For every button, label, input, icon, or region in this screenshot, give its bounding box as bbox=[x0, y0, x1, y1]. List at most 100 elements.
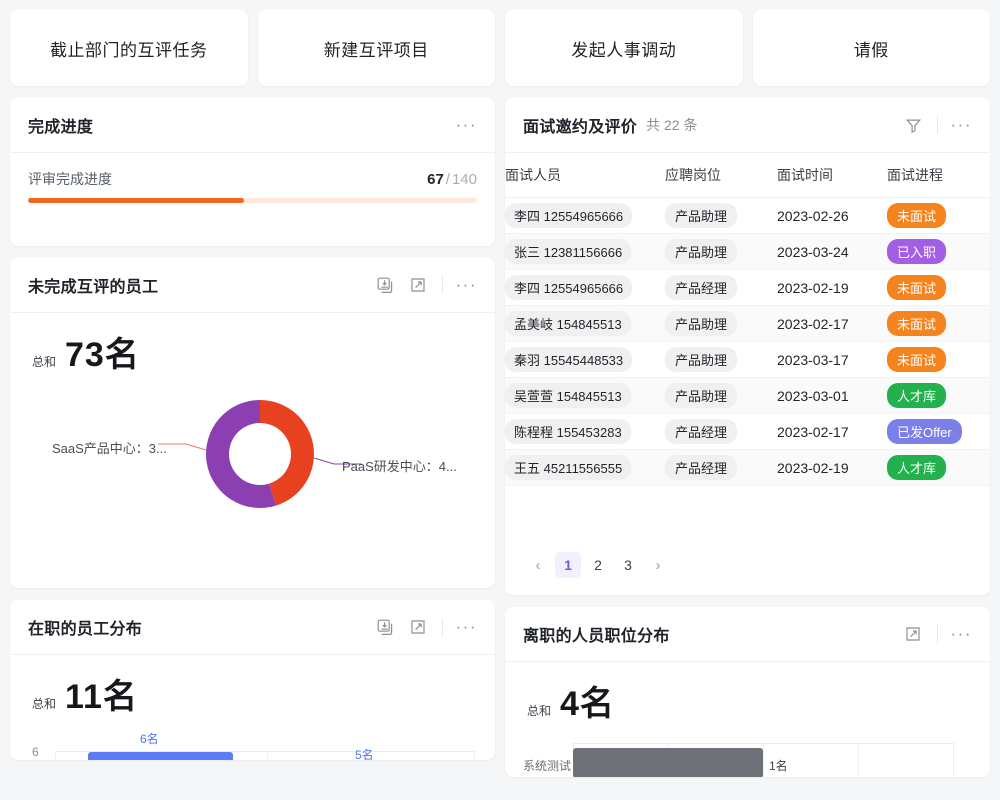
external-link-icon[interactable] bbox=[409, 617, 429, 637]
cell-date: 2023-02-19 bbox=[777, 279, 849, 296]
quick-action-request-leave[interactable]: 请假 bbox=[752, 10, 990, 86]
total-value: 11名 bbox=[65, 678, 138, 716]
cell-status: 未面试 bbox=[887, 270, 990, 306]
table-row[interactable]: 吴萱萱 154845513 产品助理 2023-03-01 人才库 bbox=[505, 377, 990, 414]
more-dots-icon[interactable]: ··· bbox=[455, 115, 477, 134]
bar-segment bbox=[573, 748, 763, 777]
pie-label-paas: PaaS研发中心：4... bbox=[342, 459, 457, 474]
cell-status: 未面试 bbox=[887, 198, 990, 234]
chevron-right-icon[interactable]: › bbox=[655, 556, 661, 574]
column-header-date[interactable]: 面试时间 bbox=[777, 153, 887, 198]
pie-slice[interactable] bbox=[260, 400, 314, 506]
table-row[interactable]: 王五 45211556555 产品经理 2023-02-19 人才库 bbox=[505, 449, 990, 486]
cell-date: 2023-02-17 bbox=[777, 423, 849, 440]
quick-action-close-review-task[interactable]: 截止部门的互评任务 bbox=[10, 10, 248, 86]
cell-person: 王五 45211556555 bbox=[505, 450, 665, 486]
external-link-icon[interactable] bbox=[904, 624, 924, 644]
cell-status: 已入职 bbox=[887, 234, 990, 270]
interview-invitation-card: 面试邀约及评价 共 22 条 ··· bbox=[505, 98, 990, 595]
card-title: 在职的员工分布 bbox=[28, 621, 143, 638]
job-chip: 产品助理 bbox=[665, 239, 738, 264]
total-value: 73名 bbox=[65, 336, 140, 374]
external-link-icon[interactable] bbox=[409, 275, 429, 295]
right-column: 面试邀约及评价 共 22 条 ··· bbox=[505, 98, 990, 777]
progress-bar-fill bbox=[28, 198, 244, 203]
cell-job: 产品经理 bbox=[665, 450, 777, 486]
horizontal-bar-chart: 系统测试 1名 bbox=[505, 725, 990, 777]
cell-person: 陈程程 155453283 bbox=[505, 414, 665, 450]
job-chip: 产品助理 bbox=[665, 347, 738, 372]
quick-action-label: 请假 bbox=[853, 40, 889, 60]
more-dots-icon[interactable]: ··· bbox=[950, 115, 972, 134]
pie-slice[interactable] bbox=[206, 400, 277, 508]
bar-segment bbox=[88, 752, 233, 760]
filter-icon[interactable] bbox=[904, 115, 924, 135]
more-dots-icon[interactable]: ··· bbox=[455, 617, 477, 636]
page-title: 完成进度 bbox=[28, 119, 94, 136]
header-divider bbox=[936, 116, 938, 134]
person-chip: 李四 12554965666 bbox=[505, 203, 633, 228]
quick-action-label: 新建互评项目 bbox=[323, 40, 429, 60]
header-actions: ··· bbox=[904, 624, 972, 644]
quick-action-start-personnel-transfer[interactable]: 发起人事调动 bbox=[505, 10, 743, 86]
quick-action-new-review-project[interactable]: 新建互评项目 bbox=[257, 10, 495, 86]
quick-action-label: 截止部门的互评任务 bbox=[50, 40, 208, 60]
cell-person: 张三 12381156666 bbox=[505, 234, 665, 270]
donut-chart-svg bbox=[158, 400, 362, 508]
cell-date: 2023-03-17 bbox=[777, 351, 849, 368]
header-actions: ··· bbox=[376, 617, 477, 637]
person-chip: 陈程程 155453283 bbox=[505, 419, 631, 444]
table-row[interactable]: 李四 12554965666 产品经理 2023-02-19 未面试 bbox=[505, 270, 990, 306]
header-divider bbox=[441, 618, 443, 636]
more-dots-icon[interactable]: ··· bbox=[950, 624, 972, 643]
chevron-left-icon[interactable]: ‹ bbox=[535, 556, 541, 574]
cell-status: 人才库 bbox=[887, 378, 990, 414]
job-chip: 产品经理 bbox=[665, 419, 738, 444]
cell-status: 未面试 bbox=[887, 342, 990, 378]
cell-job: 产品助理 bbox=[665, 234, 777, 270]
job-chip: 产品经理 bbox=[665, 275, 738, 300]
table-row[interactable]: 李四 12554965666 产品助理 2023-02-26 未面试 bbox=[505, 198, 990, 234]
progress-current: 67 bbox=[427, 171, 444, 188]
page-button-2[interactable]: 2 bbox=[594, 557, 602, 573]
chart-gridline bbox=[267, 751, 268, 760]
cell-person: 李四 12554965666 bbox=[505, 198, 665, 234]
header-actions: ··· bbox=[455, 115, 477, 134]
more-dots-icon[interactable]: ··· bbox=[455, 275, 477, 294]
cell-date: 2023-02-26 bbox=[777, 207, 849, 224]
save-icon[interactable] bbox=[376, 617, 396, 637]
category-label: 系统测试 bbox=[523, 759, 572, 773]
cell-date: 2023-02-19 bbox=[777, 459, 849, 476]
progress-total: 140 bbox=[451, 171, 477, 188]
table-row[interactable]: 孟美岐 154845513 产品助理 2023-02-17 未面试 bbox=[505, 305, 990, 342]
page-button-1[interactable]: 1 bbox=[555, 552, 581, 578]
quick-actions-bar: 截止部门的互评任务 新建互评项目 发起人事调动 请假 bbox=[8, 10, 992, 86]
table-row[interactable]: 秦羽 15545448533 产品助理 2023-03-17 未面试 bbox=[505, 342, 990, 378]
cell-person: 孟美岐 154845513 bbox=[505, 306, 665, 342]
page-button-3[interactable]: 3 bbox=[624, 557, 632, 573]
table-row[interactable]: 张三 12381156666 产品助理 2023-03-24 已入职 bbox=[505, 233, 990, 270]
status-badge: 已入职 bbox=[887, 239, 947, 264]
cell-status: 已发Offer bbox=[887, 414, 990, 450]
column-header-status[interactable]: 面试进程 bbox=[887, 153, 990, 198]
card-header: 在职的员工分布 bbox=[10, 600, 495, 655]
job-chip: 产品助理 bbox=[665, 311, 738, 336]
table-header: 面试人员 应聘岗位 面试时间 面试进程 bbox=[505, 153, 990, 198]
column-header-job[interactable]: 应聘岗位 bbox=[665, 153, 777, 198]
status-badge: 人才库 bbox=[887, 383, 947, 408]
table-row[interactable]: 陈程程 155453283 产品经理 2023-02-17 已发Offer bbox=[505, 414, 990, 450]
status-badge: 未面试 bbox=[887, 347, 947, 372]
person-chip: 王五 45211556555 bbox=[505, 455, 632, 480]
bar-value-label: 6名 bbox=[140, 732, 159, 746]
chart-gridline bbox=[763, 743, 764, 777]
interview-table: 面试人员 应聘岗位 面试时间 面试进程 李四 12554965666 产品助理 20… bbox=[505, 153, 990, 486]
y-axis-tick: 6 bbox=[32, 745, 39, 759]
cell-status: 未面试 bbox=[887, 306, 990, 342]
column-header-person[interactable]: 面试人员 bbox=[505, 153, 665, 198]
progress-row: 评审完成进度 67/140 bbox=[28, 169, 477, 189]
total-stat-row: 总和 4名 bbox=[505, 662, 990, 725]
save-icon[interactable] bbox=[376, 275, 396, 295]
card-title: 面试邀约及评价 bbox=[523, 119, 638, 136]
job-chip: 产品助理 bbox=[665, 203, 738, 228]
